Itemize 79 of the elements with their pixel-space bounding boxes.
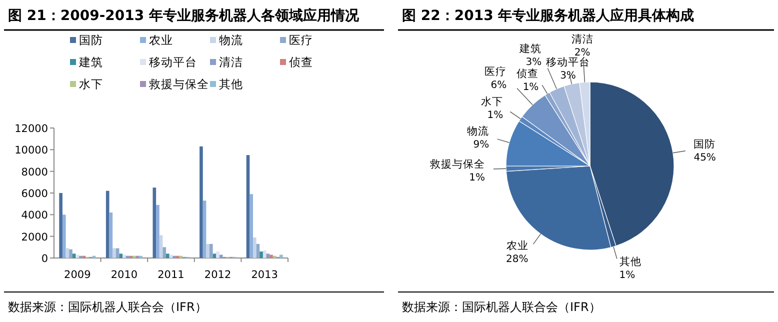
slice-label: 移动平台 — [546, 56, 590, 69]
bar — [202, 200, 206, 258]
bar — [109, 212, 113, 258]
legend-label: 侦查 — [288, 55, 313, 69]
data-label: 3% — [526, 57, 542, 68]
bar — [219, 254, 223, 258]
slice-label: 其他 — [619, 254, 642, 268]
data-label: 9% — [473, 140, 490, 151]
legend-label: 其他 — [219, 77, 243, 91]
slice-label: 水下 — [481, 94, 504, 108]
x-tick-label: 2012 — [204, 269, 232, 281]
bar — [152, 188, 156, 258]
data-label: 1% — [487, 110, 504, 121]
bar — [212, 254, 216, 258]
bar — [260, 252, 263, 258]
source-note: 数据来源：国际机器人联合会（IFR） — [402, 300, 601, 314]
y-tick-label: 12000 — [14, 123, 48, 135]
bar — [119, 254, 123, 258]
bar — [156, 204, 160, 258]
bar — [270, 254, 273, 258]
bar — [252, 237, 256, 258]
legend-label: 建筑 — [78, 55, 103, 69]
data-label: 3% — [560, 70, 576, 82]
bar — [162, 247, 166, 258]
bar — [62, 214, 66, 258]
bar — [69, 249, 72, 258]
bar — [166, 254, 170, 258]
data-label: 28% — [506, 254, 528, 265]
data-label: 6% — [490, 80, 507, 92]
slice-label: 清洁 — [571, 32, 594, 46]
slice-label: 医疗 — [484, 65, 507, 78]
x-tick-label: 2009 — [64, 269, 91, 281]
slice-label: 建筑 — [518, 42, 542, 56]
bar — [216, 252, 220, 258]
slice-label: 侦查 — [516, 67, 539, 80]
y-tick-label: 10000 — [14, 144, 48, 157]
data-label: 1% — [522, 82, 539, 94]
legend-label: 移动平台 — [149, 55, 197, 69]
bar — [262, 250, 266, 258]
y-tick-label: 8000 — [21, 166, 48, 178]
x-tick-label: 2010 — [110, 269, 138, 281]
legend-label: 救援与保全 — [148, 77, 209, 91]
bar — [200, 146, 203, 258]
source-note: 数据来源：国际机器人联合会（IFR） — [8, 300, 207, 314]
bar — [280, 254, 283, 258]
bar — [112, 248, 116, 258]
legend-label: 物流 — [219, 33, 243, 47]
legend-label: 清洁 — [219, 55, 243, 69]
legend-label: 国防 — [79, 33, 103, 47]
bar — [76, 254, 80, 258]
bar — [206, 244, 210, 258]
bar — [106, 190, 110, 258]
data-label: 1% — [469, 172, 486, 184]
slice-label: 农业 — [506, 238, 528, 252]
bar — [122, 254, 126, 258]
slice-label: 国防 — [694, 138, 716, 151]
legend-label: 医疗 — [289, 33, 313, 47]
y-tick-label: 2000 — [21, 231, 48, 244]
bar — [246, 155, 250, 258]
chart-title: 图 21：2009-2013 年专业服务机器人各领域应用情况 — [8, 7, 360, 24]
y-tick-label: 4000 — [21, 210, 48, 222]
y-tick-label: 6000 — [21, 188, 48, 200]
data-label: 1% — [619, 270, 636, 281]
slice-label: 救援与保全 — [429, 157, 486, 170]
bar — [72, 254, 76, 258]
bar — [250, 194, 253, 258]
data-label: 45% — [694, 152, 716, 164]
bar — [210, 244, 213, 258]
data-label: 2% — [574, 47, 590, 58]
legend-label: 农业 — [149, 33, 173, 47]
bar — [256, 244, 260, 258]
slice-label: 物流 — [467, 124, 490, 138]
bar — [59, 193, 62, 258]
x-tick-label: 2011 — [158, 269, 184, 281]
legend-label: 水下 — [79, 77, 103, 91]
y-tick-label: 0 — [41, 253, 48, 265]
x-tick-label: 2013 — [251, 269, 278, 281]
chart-title: 图 22：2013 年专业服务机器人应用具体构成 — [402, 7, 694, 24]
bar — [266, 254, 270, 258]
